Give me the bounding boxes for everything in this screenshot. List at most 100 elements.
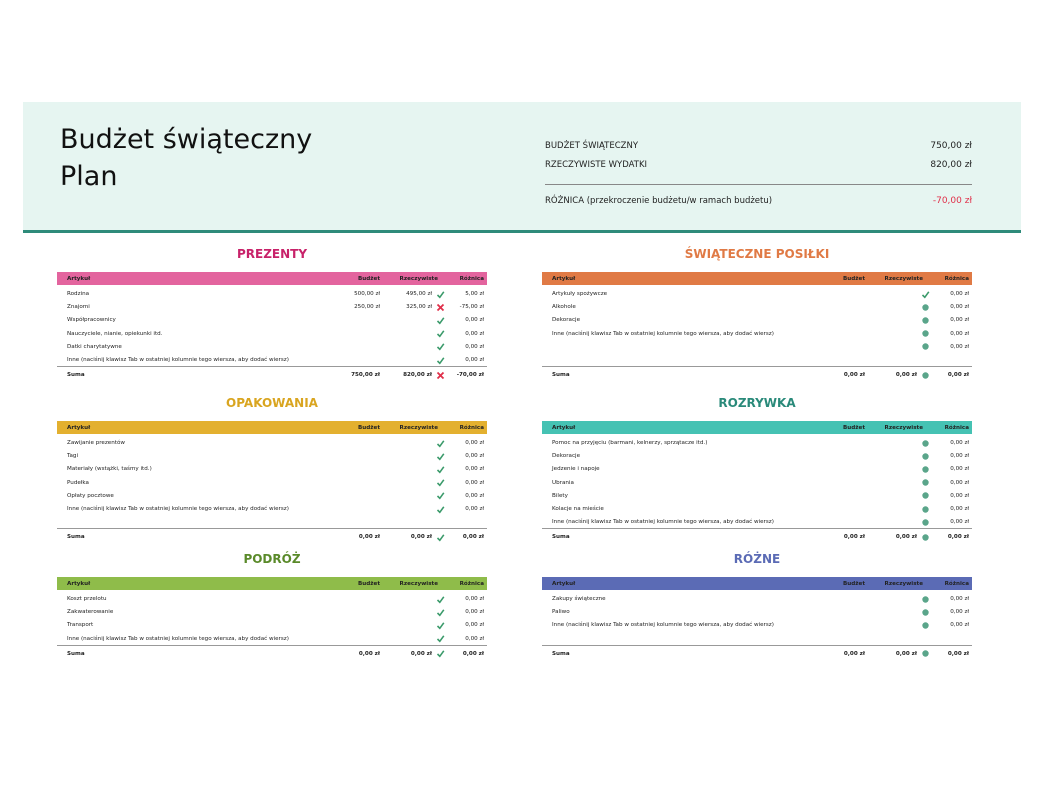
header-bar bbox=[542, 421, 972, 434]
amount: -70,00 zł bbox=[456, 372, 484, 379]
column-header: Budżet bbox=[358, 425, 380, 431]
item-label: Znajomi bbox=[67, 304, 90, 311]
amount: 0,00 zł bbox=[358, 650, 380, 657]
status-icon bbox=[921, 492, 929, 499]
table-rule bbox=[57, 528, 487, 530]
amount: 0,00 zł bbox=[950, 492, 969, 499]
item-label: Ubrania bbox=[552, 479, 574, 486]
amount: 500,00 zł bbox=[354, 291, 380, 297]
item-label: Transport bbox=[67, 622, 94, 629]
item-label: Dekoracje bbox=[552, 317, 581, 324]
section-title: ROZRYWKA bbox=[718, 396, 796, 410]
status-icon bbox=[436, 290, 444, 299]
table-rule bbox=[57, 366, 487, 368]
item-label: Nauczyciele, nianie, opiekunki itd. bbox=[67, 330, 163, 337]
status-icon bbox=[921, 290, 929, 299]
status-icon bbox=[436, 356, 444, 365]
item-label: Suma bbox=[67, 650, 85, 657]
item-label: Suma bbox=[552, 534, 570, 541]
header-bar bbox=[542, 272, 972, 285]
status-icon bbox=[436, 330, 444, 338]
column-header: Różnica bbox=[944, 425, 969, 431]
status-icon bbox=[921, 518, 929, 526]
table-rule bbox=[542, 644, 972, 646]
status-icon bbox=[921, 343, 929, 350]
item-label: Kolacje na mieście bbox=[552, 506, 604, 512]
status-icon bbox=[436, 466, 444, 474]
summary-value: -70,00 zł bbox=[932, 196, 972, 206]
header-bar bbox=[57, 577, 487, 590]
column-header: Budżet bbox=[843, 581, 865, 587]
summary-value: 750,00 zł bbox=[930, 141, 972, 151]
amount: 0,00 zł bbox=[947, 534, 969, 541]
status-icon bbox=[921, 505, 929, 513]
status-icon bbox=[436, 505, 444, 514]
status-icon bbox=[921, 466, 929, 473]
status-icon bbox=[921, 452, 929, 460]
status-icon bbox=[921, 439, 929, 447]
amount: 495,00 zł bbox=[406, 291, 432, 297]
amount: 0,00 zł bbox=[950, 519, 969, 526]
amount: 0,00 zł bbox=[465, 506, 484, 512]
status-icon bbox=[921, 650, 929, 657]
section-title: RÓŻNE bbox=[733, 552, 781, 566]
item-label: Bilety bbox=[552, 492, 568, 499]
amount: 0,00 zł bbox=[947, 372, 969, 379]
item-label: Inne (naciśnij klawisz Tab w ostatniej k… bbox=[67, 357, 289, 363]
amount: 0,00 zł bbox=[462, 534, 484, 541]
item-label: Suma bbox=[552, 650, 570, 657]
column-header: Budżet bbox=[358, 276, 380, 282]
column-header: Budżet bbox=[843, 425, 865, 431]
item-label: Jedzenie i napoje bbox=[552, 466, 600, 473]
column-header: Artykuł bbox=[67, 276, 91, 282]
amount: 0,00 zł bbox=[410, 650, 432, 657]
header-bar bbox=[57, 272, 487, 285]
header-bar bbox=[542, 577, 972, 590]
column-header: Artykuł bbox=[552, 276, 576, 282]
item-label: Pomoc na przyjęciu (barmani, kelnerzy, s… bbox=[552, 440, 708, 446]
status-icon bbox=[436, 317, 444, 325]
item-label: Rodzina bbox=[67, 291, 90, 297]
item-label: Alkohole bbox=[552, 304, 576, 311]
status-icon bbox=[921, 608, 929, 616]
section-title: OPAKOWANIA bbox=[226, 396, 318, 410]
amount: 0,00 zł bbox=[465, 466, 484, 473]
amount: 820,00 zł bbox=[403, 372, 432, 379]
section-title: PREZENTY bbox=[236, 247, 308, 261]
item-label: Suma bbox=[552, 372, 570, 379]
status-icon bbox=[436, 635, 444, 643]
amount: 0,00 zł bbox=[950, 330, 969, 337]
item-label: Zakwaterowanie bbox=[67, 609, 114, 616]
table-rule bbox=[542, 366, 972, 368]
column-header: Rzeczywiste bbox=[399, 581, 438, 587]
column-header: Rzeczywiste bbox=[399, 276, 438, 282]
status-icon bbox=[436, 622, 444, 630]
column-header: Różnica bbox=[944, 276, 969, 282]
item-label: Tagi bbox=[67, 453, 79, 460]
amount: 0,00 zł bbox=[950, 343, 969, 350]
subtitle: Plan bbox=[60, 161, 118, 192]
status-icon bbox=[921, 317, 929, 324]
table-rule bbox=[57, 644, 487, 646]
status-icon bbox=[436, 453, 444, 461]
title: Budżet świąteczny bbox=[60, 124, 313, 155]
column-header: Artykuł bbox=[67, 581, 91, 587]
column-header: Budżet bbox=[843, 276, 865, 282]
status-icon bbox=[921, 595, 929, 603]
amount: 0,00 zł bbox=[950, 609, 969, 616]
column-header: Rzeczywiste bbox=[884, 425, 923, 431]
amount: 0,00 zł bbox=[950, 596, 969, 602]
amount: 750,00 zł bbox=[351, 372, 380, 379]
header-bar bbox=[57, 421, 487, 434]
column-header: Artykuł bbox=[552, 581, 576, 587]
status-icon bbox=[921, 534, 929, 541]
status-icon bbox=[436, 479, 444, 487]
status-icon bbox=[436, 492, 444, 500]
column-header: Różnica bbox=[459, 276, 484, 282]
column-header: Rzeczywiste bbox=[399, 425, 438, 431]
amount: 0,00 zł bbox=[465, 343, 484, 350]
item-label: Materiały (wstążki, taśmy itd.) bbox=[67, 466, 152, 473]
amount: 325,00 zł bbox=[406, 304, 432, 311]
amount: 0,00 zł bbox=[950, 317, 969, 324]
